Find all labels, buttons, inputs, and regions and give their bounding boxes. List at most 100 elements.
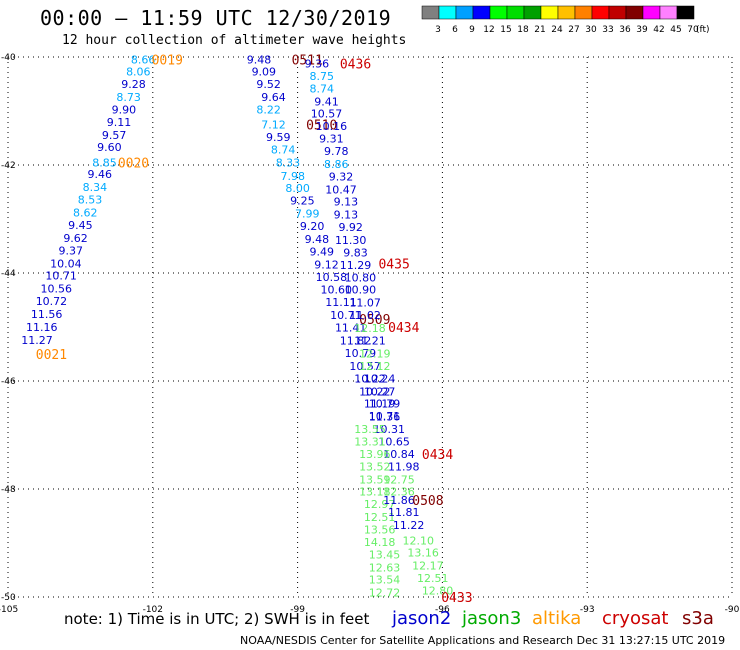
wave-height-value: 11.29 <box>340 259 372 272</box>
wave-height-value: 7.99 <box>295 208 320 221</box>
colorbar-swatch <box>438 5 457 20</box>
wave-height-value: 9.59 <box>266 131 291 144</box>
wave-height-value: 9.32 <box>329 170 354 183</box>
wave-height-value: 10.56 <box>41 283 73 296</box>
wave-height-value: 11.27 <box>21 334 53 347</box>
wave-height-value: 13.55 <box>354 423 386 436</box>
wave-height-value: 10.22 <box>359 385 391 398</box>
wave-height-value: 12.17 <box>412 560 444 573</box>
colorbar-swatch <box>591 5 610 20</box>
wave-height-value: 10.27 <box>364 385 396 398</box>
wave-height-value: 8.74 <box>309 82 334 95</box>
wave-height-value: 8.62 <box>73 207 98 220</box>
wave-height-value: 11.19 <box>364 398 396 411</box>
wave-height-value: 10.71 <box>369 410 401 423</box>
wave-height-value: 8.00 <box>285 182 310 195</box>
wave-height-value: 9.83 <box>343 246 368 259</box>
wave-height-value: 11.82 <box>340 335 372 348</box>
colorbar-label: 39 <box>636 25 648 35</box>
wave-height-value: 9.31 <box>319 133 344 146</box>
colorbar-label: 3 <box>435 25 441 35</box>
wave-height-value: 10.79 <box>345 347 377 360</box>
colorbar-label: 33 <box>602 25 613 35</box>
pass-time-label: 0021 <box>36 348 67 363</box>
longitude-tick-label: -90 <box>725 605 740 615</box>
colorbar-label: 70 <box>687 25 699 35</box>
colorbar-swatch <box>506 5 525 20</box>
wave-height-value: 9.28 <box>121 78 146 91</box>
page-subtitle: 12 hour collection of altimeter wave hei… <box>62 33 407 48</box>
legend-jason3: jason3 <box>462 608 522 629</box>
wave-height-value: 8.74 <box>271 143 296 156</box>
wave-height-value: 11.81 <box>388 506 420 519</box>
colorbar-label: 27 <box>568 25 579 35</box>
wave-height-value: 13.96 <box>359 448 391 461</box>
wave-height-value: 10.84 <box>383 448 415 461</box>
wave-height-value: 7.98 <box>281 170 306 183</box>
colorbar-label: 18 <box>517 25 529 35</box>
wave-height-value: 8.33 <box>276 156 301 169</box>
wave-height-value: 11.02 <box>349 309 381 322</box>
wave-height-value: 10.60 <box>320 284 352 297</box>
wave-height-value: 9.46 <box>87 168 112 181</box>
wave-height-value: 13.31 <box>354 435 386 448</box>
pass-time-label: 0020 <box>118 156 149 171</box>
colorbar-swatch <box>659 5 678 20</box>
wave-height-value: 9.20 <box>300 220 325 233</box>
legend-s3a: s3a <box>682 608 714 629</box>
latitude-tick-label: -44 <box>1 269 16 279</box>
wave-height-value: 9.78 <box>324 145 349 158</box>
wave-height-value: 8.66 <box>131 54 156 67</box>
latitude-tick-label: -40 <box>1 53 16 63</box>
longitude-tick-label: -96 <box>435 605 450 615</box>
colorbar-label: 36 <box>619 25 631 35</box>
wave-height-value: 11.07 <box>349 297 381 310</box>
page-title: 00:00 – 11:59 UTC 12/30/2019 <box>40 6 392 30</box>
wave-height-value: 10.71 <box>45 270 77 283</box>
wave-height-value: 9.92 <box>338 221 363 234</box>
colorbar-label: 30 <box>585 25 597 35</box>
wave-height-value: 14.18 <box>364 536 396 549</box>
wave-height-value: 9.60 <box>97 141 122 154</box>
latitude-tick-label: -42 <box>1 161 16 171</box>
wave-height-value: 9.37 <box>58 244 83 257</box>
pass-time-label: 0434 <box>388 321 419 336</box>
wave-height-value: 11.21 <box>354 335 386 348</box>
wave-height-value: 13.18 <box>359 486 391 499</box>
wave-height-value: 11.22 <box>393 519 425 532</box>
colorbar-label: 15 <box>500 25 511 35</box>
wave-height-value: 8.73 <box>116 91 141 104</box>
wave-height-value: 13.52 <box>359 460 391 473</box>
colorbar-swatch <box>574 5 593 20</box>
wave-height-value: 10.65 <box>378 435 410 448</box>
colorbar-label: (ft) <box>696 25 710 35</box>
colorbar-label: 45 <box>670 25 681 35</box>
wave-height-value: 13.56 <box>364 524 396 537</box>
wave-height-value: 9.57 <box>102 129 127 142</box>
wave-height-value: 13.59 <box>359 473 391 486</box>
wave-height-value: 8.53 <box>78 194 103 207</box>
colorbar-swatch <box>608 5 627 20</box>
legend-cryosat: cryosat <box>602 608 669 629</box>
colorbar-swatch <box>540 5 559 20</box>
colorbar-swatch <box>523 5 542 20</box>
wave-height-value: 12.12 <box>359 360 391 373</box>
wave-height-value: 10.58 <box>316 271 348 284</box>
wave-height-value: 9.45 <box>68 219 93 232</box>
wave-height-value: 11.16 <box>26 321 58 334</box>
wave-height-value: 9.62 <box>63 232 88 245</box>
wave-height-value: 12.80 <box>422 585 454 598</box>
wave-height-value: 9.48 <box>247 54 272 67</box>
colorbar-label: 24 <box>551 25 563 35</box>
legend-altika: altika <box>532 608 582 629</box>
wave-height-value: 8.75 <box>309 70 334 83</box>
colorbar-swatch <box>642 5 661 20</box>
latitude-tick-label: -46 <box>1 377 16 387</box>
colorbar-label: 42 <box>653 25 664 35</box>
wave-height-value: 13.45 <box>369 548 401 561</box>
wave-height-value: 12.36 <box>383 486 415 499</box>
colorbar-label: 9 <box>469 25 475 35</box>
wave-height-value: 12.63 <box>369 561 401 574</box>
wave-height-value: 8.86 <box>324 158 349 171</box>
